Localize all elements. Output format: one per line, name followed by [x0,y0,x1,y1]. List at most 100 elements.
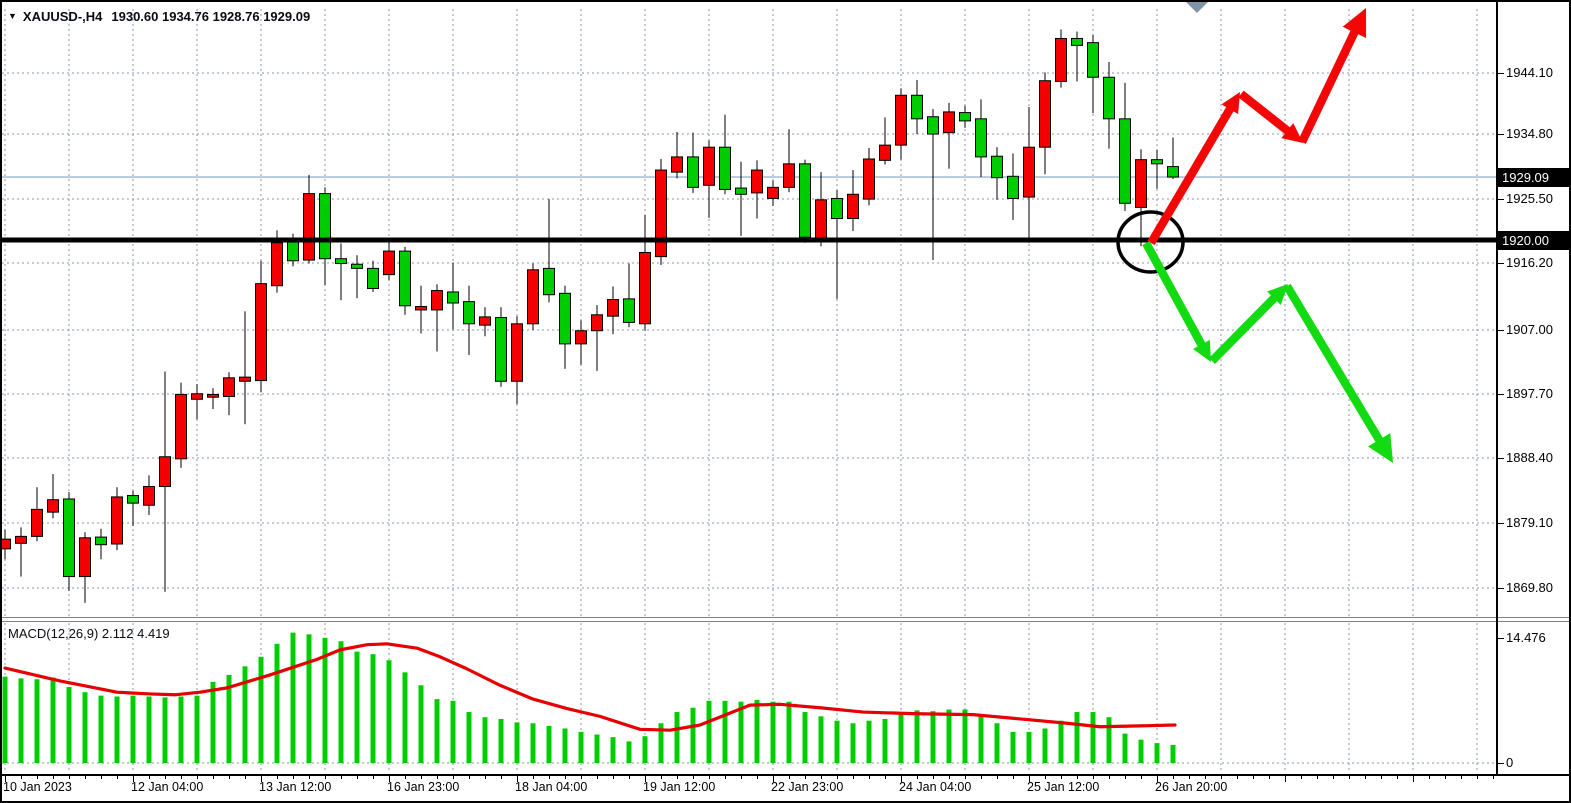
bearish-scenario-arrow[interactable] [1142,240,1209,354]
time-minor-tick [373,776,374,779]
candle-body-up [431,290,443,311]
time-minor-tick [1173,776,1174,779]
macd-histogram-bar [786,701,792,763]
time-minor-tick [1205,776,1206,779]
time-minor-tick [1269,776,1270,779]
bearish-scenario-arrow-head[interactable] [1368,433,1393,463]
candle-body-up [863,158,875,200]
candle-body-down [623,298,635,323]
time-minor-tick [165,776,166,779]
candle-body-down [495,317,507,382]
candle-body-up [383,250,395,276]
symbol-dropdown-icon[interactable]: ▼ [8,11,17,21]
macd-histogram-bar [914,710,920,763]
macd-histogram-bar [978,715,984,763]
chart-shift-icon[interactable] [1186,2,1208,13]
macd-histogram-bar [1026,731,1032,763]
candle-wick [132,490,134,527]
time-minor-tick [1477,776,1478,779]
price-axis-label: 1879.10 [1506,515,1553,530]
time-minor-tick [357,776,358,779]
time-minor-tick [1077,776,1078,779]
time-minor-tick [469,776,470,779]
candle-body-down [975,118,987,158]
macd-histogram-bar [754,699,760,763]
price-axis-tick [1498,73,1504,74]
candle-body-down [351,263,363,269]
candle-body-up [847,193,859,220]
time-major-tick [773,776,774,782]
macd-histogram-bar [2,676,8,763]
time-minor-tick [549,776,550,779]
time-minor-tick [1125,776,1126,779]
macd-histogram-bar [738,701,744,763]
time-minor-tick [853,776,854,779]
time-minor-tick [677,776,678,779]
bearish-scenario-arrow-head[interactable] [1192,339,1211,362]
bearish-scenario-arrow[interactable] [1283,283,1389,452]
macd-histogram-bar [850,723,856,763]
price-axis-label: 1897.70 [1506,386,1553,401]
macd-histogram-bar [242,666,248,763]
macd-histogram-bar [994,723,1000,763]
time-major-tick [645,776,646,782]
bearish-scenario-arrow[interactable] [1208,289,1283,364]
time-minor-tick [1093,776,1094,779]
price-axis-tick [1498,134,1504,135]
bullish-scenario-arrow-head[interactable] [1342,8,1367,38]
macd-histogram-bar [882,718,888,763]
macd-histogram-bar [146,696,152,763]
bullish-scenario-arrow-head[interactable] [1281,123,1303,143]
candle-body-up [0,538,11,550]
circle-annotation[interactable] [1116,210,1185,274]
macd-histogram-bar [194,695,200,763]
time-minor-tick [917,776,918,779]
candle-body-down [991,155,1003,179]
bullish-scenario-arrow[interactable] [1298,20,1363,144]
time-major-tick [1285,776,1286,782]
bullish-scenario-arrow[interactable] [1238,90,1297,139]
macd-histogram-bar [402,672,408,763]
price-axis-label: 1934.80 [1506,126,1553,141]
candle-body-up [79,537,91,578]
time-major-tick [517,776,518,782]
candle-body-down [1087,42,1099,78]
candle-body-up [191,393,203,400]
horizontal-line-1920[interactable] [2,237,1496,243]
current-price-line[interactable] [2,176,1496,178]
time-axis-label: 16 Jan 23:00 [387,780,460,794]
time-minor-tick [213,776,214,779]
candle-wick [212,388,214,409]
time-minor-tick [693,776,694,779]
price-axis-tick [1498,588,1504,589]
candle-body-up [111,496,123,545]
macd-histogram-bar [530,723,536,763]
time-axis-label: 13 Jan 12:00 [259,780,332,794]
macd-histogram-bar [66,687,72,763]
panel-separator[interactable] [2,621,1569,622]
price-axis-tick [1498,523,1504,524]
candle-body-down [463,301,475,325]
macd-axis-tick [1498,638,1504,639]
macd-histogram-bar [450,700,456,763]
time-minor-tick [1445,776,1446,779]
bearish-scenario-arrow-head[interactable] [1267,284,1288,305]
macd-histogram-bar [18,678,24,763]
candle-body-up [607,299,619,317]
candle-wick [1076,31,1078,82]
candle-wick [788,129,790,193]
candle-body-up [879,144,891,161]
candle-body-up [255,283,267,382]
bullish-scenario-arrow[interactable] [1147,100,1238,246]
panel-separator[interactable] [2,617,1569,618]
time-minor-tick [229,776,230,779]
macd-histogram-bar [1010,731,1016,763]
candle-body-up [1039,80,1051,148]
time-minor-tick [1237,776,1238,779]
macd-histogram-bar [578,731,584,763]
current-price-box: 1929.09 [1498,167,1571,187]
time-minor-tick [405,776,406,779]
bullish-scenario-arrow-head[interactable] [1221,92,1240,115]
